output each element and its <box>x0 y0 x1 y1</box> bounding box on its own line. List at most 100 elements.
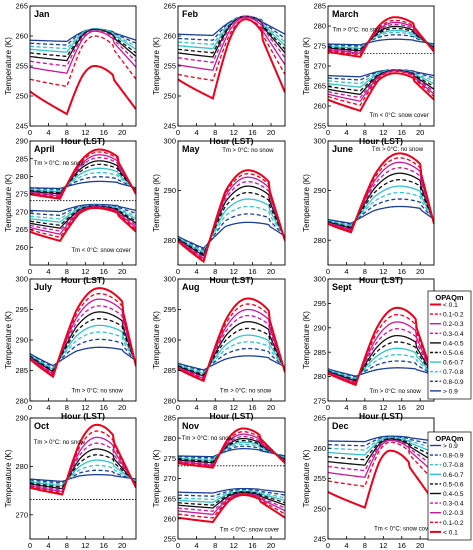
series-line-0-8-0-9 <box>178 347 285 372</box>
series-line-0-8-0-9 <box>328 360 434 378</box>
series-group <box>178 427 285 524</box>
y-tick-label: 265 <box>163 2 176 11</box>
series-line-0-8-0-9-set1 <box>328 34 434 47</box>
y-tick-label: 300 <box>163 275 176 284</box>
legend-cold-months: OPAQm> 0.9 0.8-0.9 0.7-0.8 0.6-0.7 0.5-0.6 0.… <box>427 431 472 541</box>
series-line-0-8-0-9 <box>328 436 434 447</box>
y-axis-label: Temperature (K) <box>302 174 311 232</box>
series-line-0-6-0-7-set1 <box>30 167 136 193</box>
y-tick-label: 280 <box>313 236 326 245</box>
series-line-0-8-0-9-set1 <box>30 176 136 191</box>
panel-annotation: Tm < 0°C: snow cover <box>369 113 428 119</box>
y-tick-label: 280 <box>163 397 176 406</box>
x-tick-label: 12 <box>379 403 387 412</box>
x-tick-label: 4 <box>46 403 50 412</box>
series-line-0-5-0-6 <box>30 28 136 58</box>
series-line-0-3-0-4 <box>178 15 285 64</box>
plot-frame <box>29 417 137 540</box>
series-line-0-2-0-3 <box>328 321 434 384</box>
legend-label-0-3-0-4: 0.3-0.4 <box>443 331 464 338</box>
y-axis-label: Temperature (K) <box>4 311 13 369</box>
x-tick-label: 12 <box>379 267 387 276</box>
panel-annotation: Tm > 0°C: no snow <box>222 148 274 154</box>
series-line-0-6-0-7 <box>30 324 136 371</box>
legend-label-0-9: > 0.9 <box>443 443 458 450</box>
y-axis-label: Temperature (K) <box>302 37 311 95</box>
y-axis-label: Temperature (K) <box>4 174 13 232</box>
x-tick-label: 0 <box>28 541 32 550</box>
x-tick-label: 8 <box>65 128 69 137</box>
x-tick-label: 20 <box>416 267 424 276</box>
series-line-0-4-0-5-set2 <box>178 491 285 509</box>
legend-label-0-2-0-3: 0.2-0.3 <box>443 321 464 328</box>
series-line-0-9 <box>178 221 285 249</box>
series-line-0-5-0-6 <box>30 454 136 488</box>
x-tick-label: 8 <box>363 403 367 412</box>
y-tick-label: 275 <box>15 190 28 199</box>
series-line-0-6-0-7 <box>178 334 285 375</box>
series-group <box>178 297 285 383</box>
y-tick-label: 290 <box>313 323 326 332</box>
chart-panel-oct: 0 4 8 12 16 20 270 280 290 Hour (LST) Temperature … <box>4 414 137 550</box>
series-line-0-7-0-8-set1 <box>328 31 434 48</box>
panel-title: Sept <box>332 282 352 292</box>
x-tick-label: 4 <box>344 128 348 137</box>
y-tick-label: 300 <box>15 275 28 284</box>
series-line-0-3-0-4 <box>30 442 136 491</box>
legend-label-0-6-0-7: 0.6-0.7 <box>443 360 464 367</box>
y-axis-label: Temperature (K) <box>152 37 161 95</box>
series-line-0-8-0-9 <box>328 198 434 226</box>
chart-panel-dec: 0 4 8 12 16 20 245 250 255 260 265 Hour (LST) Temper… <box>302 414 435 550</box>
series-line-0-9-set2 <box>178 487 285 494</box>
x-tick-label: 12 <box>230 403 238 412</box>
panel-title: May <box>182 144 200 154</box>
series-line-0-1-0-2 <box>328 157 434 233</box>
y-tick-label: 280 <box>163 434 176 443</box>
x-tick-label: 16 <box>100 403 108 412</box>
series-line-0-5-0-6 <box>178 191 285 256</box>
x-tick-label: 4 <box>344 403 348 412</box>
legend-label-0-4-0-5: 0.4-0.5 <box>443 491 464 498</box>
series-line-0-9-set1 <box>178 447 285 458</box>
series-line-0-6-0-7-set2 <box>328 69 434 88</box>
series-line-0-8-0-9 <box>178 213 285 251</box>
x-tick-label: 20 <box>118 541 126 550</box>
series-line-0-9 <box>178 16 285 37</box>
series-group <box>328 435 434 509</box>
series-line-0-4-0-5 <box>328 334 434 382</box>
series-line-0-7-0-8 <box>178 205 285 252</box>
y-tick-label: 285 <box>313 348 326 357</box>
series-line-0-2-0-3-set2 <box>178 493 285 516</box>
series-line-0-3-0-4 <box>178 181 285 259</box>
series-line-0-7-0-8 <box>328 436 434 451</box>
series-line-0-2-0-3-set1 <box>328 21 434 54</box>
x-tick-label: 16 <box>248 541 256 550</box>
panel-annotation: Tm > 0°C: no snow <box>34 161 86 167</box>
series-line-0-4-0-5 <box>30 311 136 373</box>
x-tick-label: 12 <box>230 267 238 276</box>
y-tick-label: 295 <box>163 305 176 314</box>
x-tick-label: 0 <box>28 403 32 412</box>
y-tick-label: 290 <box>15 137 28 146</box>
chart-panel-april: 0 4 8 12 16 20 260 265 270 275 280 285 290 Hour (LST)… <box>4 137 137 285</box>
legend-label-0-1-0-2: 0.1-0.2 <box>443 312 464 319</box>
series-line-0-7-0-8-set1 <box>30 171 136 192</box>
y-tick-label: 275 <box>313 42 326 51</box>
x-tick-label: 8 <box>213 541 217 550</box>
panel-annotation: Tm > 0°C: no snow <box>372 147 424 153</box>
x-tick-label: 12 <box>81 267 89 276</box>
y-tick-label: 270 <box>163 474 176 483</box>
x-tick-label: 4 <box>195 403 199 412</box>
y-tick-label: 275 <box>163 454 176 463</box>
series-line-0-5-0-6-set1 <box>328 27 434 51</box>
x-tick-label: 12 <box>379 541 387 550</box>
x-axis-label: Hour (LST) <box>61 411 105 421</box>
series-group <box>178 15 285 100</box>
x-tick-label: 0 <box>326 541 330 550</box>
series-line-0-3-0-4 <box>328 328 434 383</box>
x-tick-label: 16 <box>248 128 256 137</box>
panel-annotation: Tm > 0°C: no snow <box>369 389 421 395</box>
